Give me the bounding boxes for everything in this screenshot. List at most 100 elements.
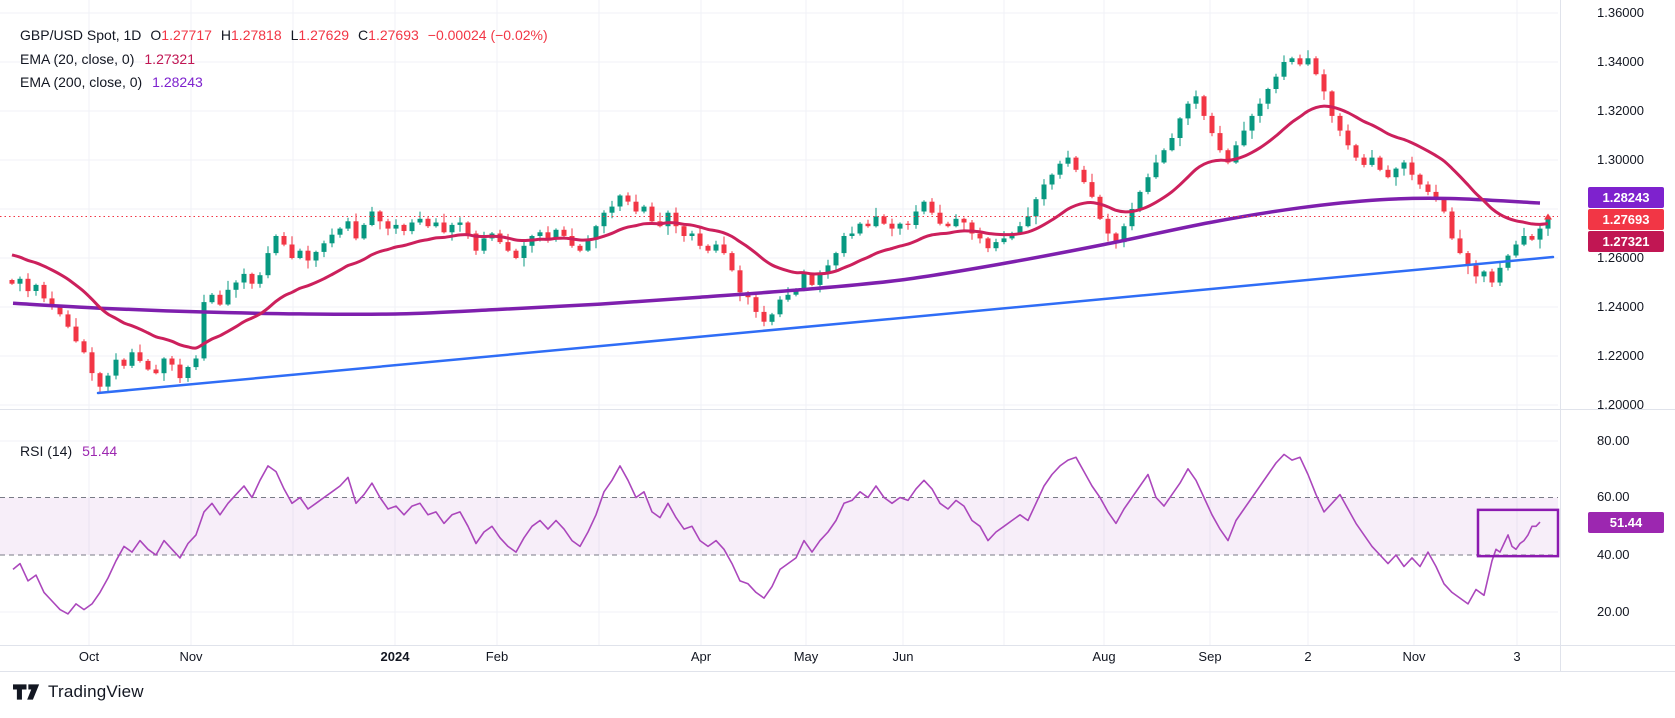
time-axis-label-oct[interactable]: Oct [78,649,100,664]
candle-body [1449,211,1455,239]
candle-body [1345,130,1351,146]
time-axis-label-jun[interactable]: Jun [892,649,914,664]
candle-body [249,273,255,284]
candle-body [65,314,71,327]
time-axis-label-3[interactable]: 3 [1513,649,1521,664]
candle-body [241,273,247,283]
time-axis-label-nov[interactable]: Nov [1402,649,1426,664]
candle-body [89,352,95,374]
ohlc-letter: H [220,27,232,43]
candle-body [625,195,631,202]
candle-body [1329,91,1335,116]
price-axis-tick: 1.36000 [1597,5,1644,20]
candle-body [1321,74,1327,92]
candle-body [1425,184,1431,192]
candle-body [1249,115,1255,131]
time-axis-label-aug[interactable]: Aug [1092,649,1116,664]
time-axis-label-2[interactable]: 2 [1304,649,1312,664]
candle-body [721,244,727,254]
ohlc-number: 1.27629 [298,27,350,43]
time-axis-label-nov[interactable]: Nov [179,649,203,664]
candle-body [345,221,351,229]
rsi-value-badge: 51.44 [1588,511,1664,533]
symbol-title: GBP/USD Spot, 1D [20,27,142,43]
ema200-legend-row[interactable]: EMA (200, close, 0) 1.28243 [20,74,203,90]
candle-body [777,299,783,315]
candle-body [993,242,999,249]
candle-body [297,250,303,258]
rsi-legend-row[interactable]: RSI (14) 51.44 [20,443,117,459]
candle-body [697,233,703,246]
candle-body [1537,228,1543,240]
candle-body [17,278,23,284]
candle-body [41,284,47,299]
time-axis-label-feb[interactable]: Feb [485,649,509,664]
candle-body [1409,162,1415,175]
candle-body [521,245,527,258]
ema20-legend-row[interactable]: EMA (20, close, 0) 1.27321 [20,51,195,67]
candle-body [1337,115,1343,131]
candle-body [1025,216,1031,227]
candle-body [353,221,359,239]
price-axis-tick: 1.22000 [1597,348,1644,363]
ema20-label: EMA (20, close, 0) [20,51,135,67]
trendline-drawing [96,255,1555,395]
candle-body [1201,96,1207,116]
candle-body [329,234,335,244]
ema20-price-badge: 1.27321 [1588,230,1664,252]
candle-body [841,236,847,254]
candle-body [121,359,127,366]
candle-body [1513,244,1519,256]
candle-body [785,294,791,300]
price-axis-tick: 1.30000 [1597,152,1644,167]
candle-body [1401,162,1407,169]
price-axis-tick: 1.34000 [1597,54,1644,69]
candle-body [569,236,575,246]
candle-body [1177,118,1183,138]
candle-body [1257,103,1263,116]
candle-body [513,250,519,258]
ema20-value: 1.27321 [144,51,195,67]
candle-body [1497,267,1503,283]
rsi-value: 51.44 [82,443,118,459]
ohlc-number: 1.27717 [161,27,212,43]
candle-body [1481,271,1487,277]
candle-body [865,223,871,227]
candle-body [425,218,431,227]
candle-body [609,206,615,213]
candle-body [1041,184,1047,200]
time-axis-label-sep[interactable]: Sep [1198,649,1222,664]
candle-body [1185,103,1191,119]
candle-body [593,226,599,240]
time-axis-label-may[interactable]: May [793,649,819,664]
candle-body [393,224,399,229]
candle-body [1081,169,1087,183]
candle-body [481,238,487,251]
candle-body [601,212,607,227]
price-axis-tick: 1.24000 [1597,299,1644,314]
candle-body [817,272,823,285]
candle-body [1233,145,1239,163]
last-price-badge: 1.27693 [1588,208,1664,230]
candle-body [1529,236,1535,240]
ema200-price-badge: 1.28243 [1588,186,1664,208]
ohlc-number: 1.27693 [368,27,419,43]
candle-body [457,222,463,225]
symbol-legend-row[interactable]: GBP/USD Spot, 1D O1.27717 H1.27818 L1.27629… [20,27,548,43]
candle-body [9,280,15,284]
rsi-label: RSI (14) [20,443,73,459]
candle-body [825,265,831,273]
rsi-axis-tick: 60.00 [1597,489,1630,504]
candle-body [193,358,199,368]
candle-body [209,294,215,303]
candle-body [1225,150,1231,163]
candle-body [433,222,439,227]
candle-body [937,212,943,224]
time-axis-label-apr[interactable]: Apr [690,649,712,664]
candle-body [1305,58,1311,65]
time-axis-label-2024[interactable]: 2024 [380,649,410,664]
candle-body [1161,150,1167,163]
candle-body [1417,174,1423,185]
tradingview-brand-link[interactable]: TradingView [13,682,144,702]
